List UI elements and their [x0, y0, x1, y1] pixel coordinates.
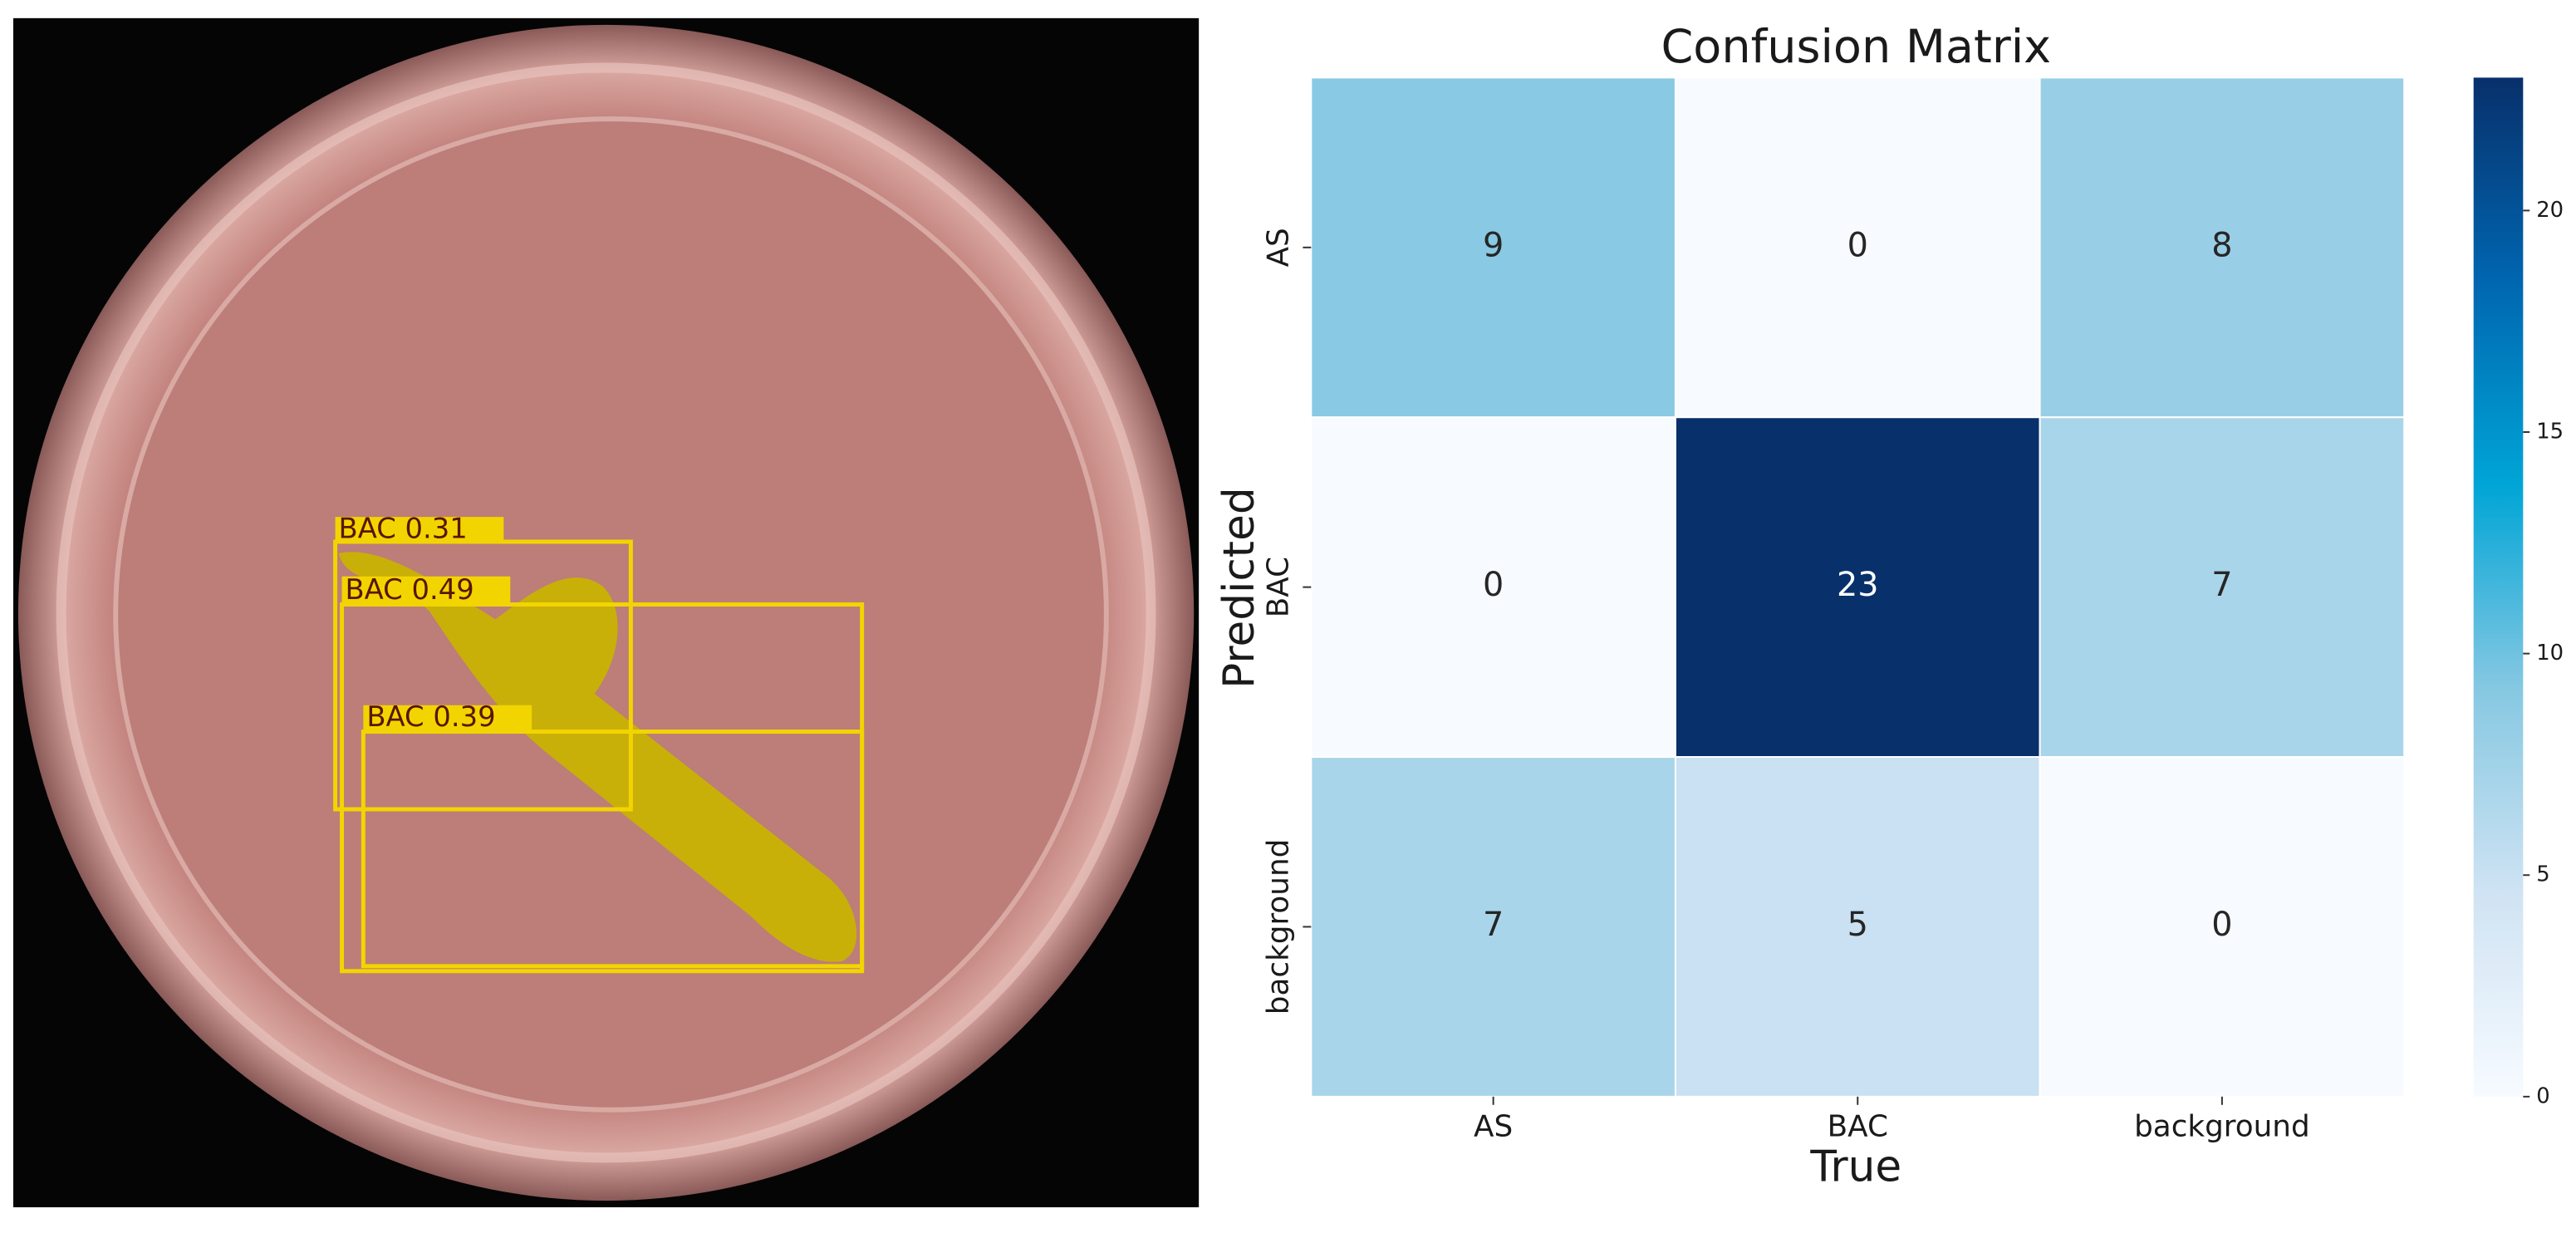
- cell: [1310, 416, 1676, 759]
- chart-title: Confusion Matrix: [1661, 20, 2051, 74]
- cell-label: 5: [1847, 906, 1868, 944]
- dish-rim: [56, 62, 1156, 1163]
- detection-label: BAC 0.39: [366, 700, 495, 733]
- cell-label: 9: [1483, 226, 1504, 264]
- cell: [1310, 76, 1676, 419]
- cell-label: 23: [1837, 566, 1879, 604]
- photo: BAC 0.31 BAC 0.49 BAC 0.39: [12, 17, 1200, 1208]
- x-tick-label: AS: [1474, 1110, 1513, 1144]
- cell-label: 8: [2211, 226, 2232, 264]
- cell-label: 0: [1483, 566, 1504, 604]
- cell: [1674, 416, 2041, 759]
- label-bg: [335, 517, 504, 543]
- cell-label: 0: [2211, 906, 2232, 944]
- boxes: [333, 539, 865, 974]
- cell: [1310, 756, 1676, 1098]
- x-tick-label: BAC: [1828, 1110, 1888, 1144]
- cell: [2039, 76, 2406, 419]
- colorbar-tick-label: 10: [2536, 641, 2564, 666]
- colorbar-tick-label: 20: [2536, 198, 2564, 223]
- detection-label: BAC 0.31: [339, 513, 468, 545]
- box: [361, 730, 865, 969]
- cell: [2039, 756, 2406, 1098]
- cell-label: 7: [2211, 566, 2232, 604]
- y-tick-label: AS: [1262, 228, 1296, 267]
- colorbar-tick-label: 5: [2536, 862, 2549, 887]
- cell-label: 0: [1847, 226, 1868, 264]
- label-bg: [363, 705, 532, 732]
- y-tick-label: background: [1262, 839, 1296, 1015]
- cell-label: 7: [1483, 906, 1504, 944]
- x-axis-label: True: [1809, 1142, 1901, 1191]
- x-tick-label: background: [2134, 1110, 2310, 1144]
- y-tick-label: BAC: [1262, 557, 1296, 617]
- cell: [1674, 76, 2041, 419]
- y-axis-label: Predicted: [1214, 487, 1264, 689]
- cell: [1674, 756, 2041, 1098]
- colony: [338, 552, 857, 962]
- cell: [2039, 416, 2406, 759]
- colorbar-tick-label: 0: [2536, 1083, 2549, 1108]
- detection-label: BAC 0.49: [346, 573, 474, 606]
- colorbar-tick-label: 15: [2536, 420, 2564, 445]
- colorbar: [2473, 77, 2524, 1097]
- label-bg: [341, 576, 511, 605]
